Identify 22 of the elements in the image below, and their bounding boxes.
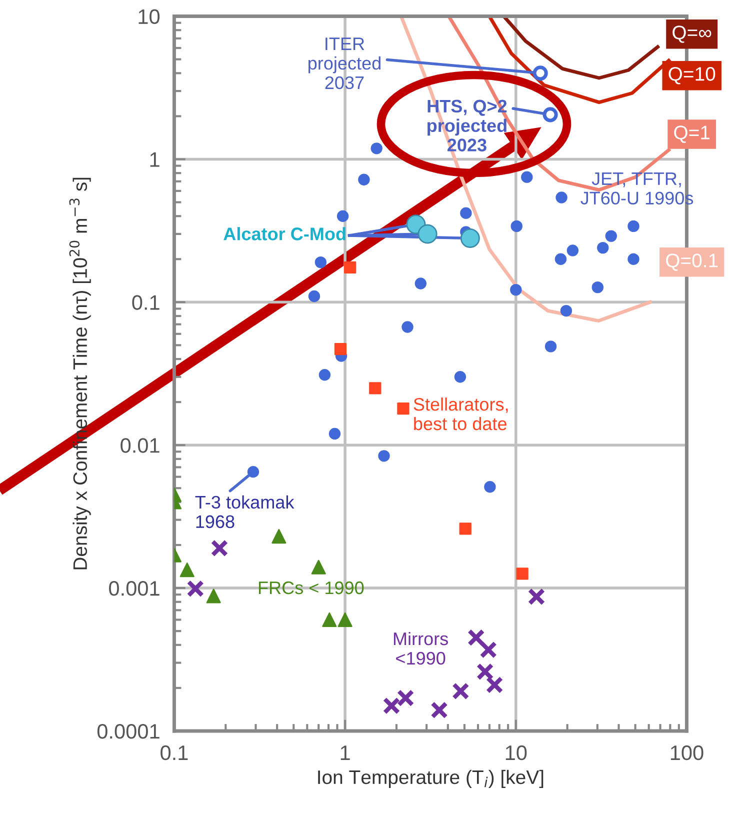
y-axis-title: Density x Confinement Time (nτ) [10$^{20}$ m$^{−3}$ s] (69, 178, 91, 570)
x-tick-label: 10 (506, 745, 527, 760)
x-tick-label: 1 (340, 746, 350, 760)
y-tick-label: 0.001 (109, 581, 160, 596)
series-label: Q=0.1 (666, 254, 718, 271)
annotation: T-3 tokamak 1968 (195, 495, 294, 528)
annotation: ITER projected 2037 (308, 38, 380, 90)
series-label: Mirrors <1990 (394, 632, 448, 665)
text: Alcator C-Mod (224, 227, 346, 240)
x-tick-label: 100 (670, 745, 704, 760)
y-tick-label: 0.0001 (97, 724, 160, 739)
series-label: Stellarators, best to date (414, 397, 508, 430)
y-tick-label: 0.1 (132, 295, 160, 310)
y-tick-label: 10 (138, 9, 160, 24)
x-tick-label: 0.1 (160, 745, 188, 760)
series-label: Q=∞ (672, 26, 712, 43)
series-label: Q=1 (674, 126, 710, 143)
y-tick-label: 0.01 (120, 438, 160, 453)
y-tick-label: 1 (150, 152, 160, 167)
series-label: FRCs < 1990 (258, 581, 364, 594)
series-label: Q=10 (668, 67, 716, 84)
x-axis-title: Ion Temperature (T$_{i}$) [keV] (318, 770, 544, 788)
